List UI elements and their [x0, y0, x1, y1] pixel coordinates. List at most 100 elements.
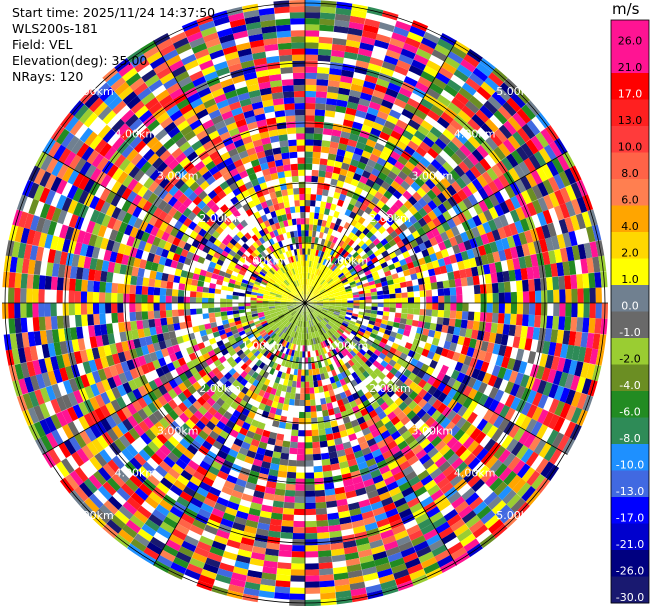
range-gate — [261, 572, 277, 581]
range-gate — [383, 161, 395, 171]
range-gate — [291, 380, 297, 388]
range-gate — [562, 232, 572, 248]
range-gate — [305, 563, 319, 570]
range-gate — [459, 327, 467, 338]
range-gate — [556, 357, 566, 373]
range-gate — [327, 512, 340, 520]
range-gate — [369, 379, 378, 388]
range-gate — [488, 386, 499, 400]
range-gate — [472, 320, 480, 331]
range-gate — [412, 221, 422, 231]
range-gate — [521, 104, 536, 120]
range-gate — [415, 161, 427, 173]
range-gate — [426, 246, 436, 256]
range-gate — [274, 439, 284, 447]
range-gate — [336, 319, 343, 325]
range-gate — [347, 231, 355, 240]
range-gate — [313, 380, 319, 388]
range-gate — [87, 280, 95, 292]
range-gate — [324, 171, 333, 179]
range-gate — [344, 113, 356, 122]
range-gate — [388, 251, 397, 259]
range-gate — [516, 482, 532, 498]
range-gate — [487, 95, 503, 111]
range-gate — [506, 357, 516, 371]
range-gate — [435, 181, 447, 193]
range-gate — [171, 296, 178, 303]
range-gate — [446, 218, 457, 229]
range-gate — [531, 199, 543, 214]
range-gate — [401, 486, 415, 498]
range-gate — [325, 286, 332, 291]
range-gate — [395, 292, 402, 299]
range-gate — [398, 135, 411, 146]
range-gate — [361, 124, 373, 134]
range-gate — [342, 540, 357, 549]
range-gate — [434, 456, 447, 468]
range-gate — [325, 165, 334, 173]
range-gate — [316, 225, 322, 232]
range-gate — [398, 54, 414, 65]
range-gate — [321, 327, 327, 334]
range-gate — [442, 432, 454, 445]
range-gate — [316, 304, 324, 306]
range-gate — [378, 246, 387, 254]
range-gate — [321, 308, 329, 312]
range-gate — [309, 279, 313, 286]
range-gate — [392, 321, 400, 329]
range-gate — [365, 339, 374, 346]
range-gate — [430, 435, 443, 448]
range-gate — [476, 465, 490, 479]
range-gate — [352, 121, 364, 131]
range-gate — [329, 328, 335, 335]
range-gate — [313, 290, 319, 295]
range-gate — [327, 247, 333, 255]
range-gate — [394, 435, 405, 446]
range-gate — [413, 303, 421, 310]
range-gate — [298, 357, 303, 364]
range-gate — [38, 275, 46, 290]
range-gate — [422, 392, 433, 403]
range-gate — [312, 151, 321, 159]
range-gate — [484, 273, 492, 284]
range-gate — [362, 333, 370, 340]
range-gate — [438, 66, 454, 80]
range-gate — [446, 377, 457, 388]
range-gate — [432, 399, 443, 410]
range-gate — [305, 60, 318, 67]
range-gate — [429, 236, 438, 247]
range-gate — [463, 538, 480, 553]
range-gate — [381, 496, 394, 507]
range-gate — [402, 347, 411, 356]
range-gate — [412, 375, 422, 385]
range-gate — [346, 203, 355, 212]
range-gate — [313, 318, 318, 325]
range-gate — [513, 427, 526, 442]
range-gate — [267, 536, 281, 545]
range-gate — [291, 318, 296, 324]
range-gate — [305, 145, 314, 152]
range-gate — [20, 273, 28, 289]
range-gate — [80, 303, 88, 315]
range-gate — [305, 539, 318, 546]
range-gate — [316, 73, 330, 81]
range-gate — [258, 389, 266, 398]
range-gate — [349, 507, 362, 517]
range-gate — [452, 390, 463, 403]
range-gate — [305, 411, 312, 419]
range-gate — [305, 436, 313, 443]
range-gate — [389, 76, 404, 88]
range-gate — [335, 590, 352, 599]
range-gate — [461, 311, 469, 321]
range-gate — [380, 359, 389, 368]
range-gate — [291, 331, 296, 338]
range-gate — [499, 404, 511, 419]
range-gate — [337, 174, 347, 182]
range-gate — [346, 309, 353, 314]
range-gate — [349, 320, 356, 326]
range-gate — [408, 390, 419, 401]
range-gate — [323, 318, 329, 324]
range-gate — [507, 116, 522, 132]
range-gate — [418, 551, 435, 564]
range-gate — [446, 124, 460, 137]
